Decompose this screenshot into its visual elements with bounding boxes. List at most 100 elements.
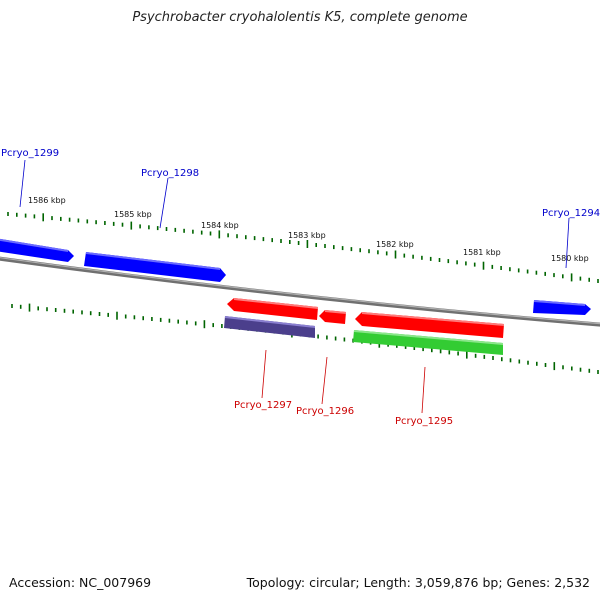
upper-tick-66 [588, 277, 590, 282]
feature-green-block[interactable] [353, 330, 503, 355]
lower-tick-62 [553, 362, 556, 371]
leader-pcryo-1299 [19, 159, 26, 208]
upper-tick-58 [517, 268, 520, 273]
upper-tick-12 [112, 221, 115, 226]
upper-tick-15 [139, 224, 141, 229]
upper-tick-57 [509, 267, 511, 272]
label-pcryo-1297[interactable]: Pcryo_1297 [234, 400, 292, 411]
genome-title: Psychrobacter cryohalolentis K5, complet… [132, 10, 468, 25]
upper-tick-47 [421, 255, 423, 260]
label-pcryo-1295[interactable]: Pcryo_1295 [395, 416, 453, 427]
upper-tick-38 [341, 246, 344, 251]
label-pcryo-1298[interactable]: Pcryo_1298 [141, 168, 199, 179]
lower-tick-47 [422, 347, 424, 352]
upper-tick-7 [68, 217, 71, 222]
upper-tick-60 [535, 270, 538, 275]
lower-tick-21 [194, 321, 197, 326]
upper-tick-0 [7, 212, 9, 216]
chromosome-backbone [0, 256, 600, 327]
feature-purple-block[interactable] [224, 316, 315, 338]
upper-tick-49 [438, 258, 441, 262]
scale-label-1581: 1581 kbp [463, 248, 501, 257]
lower-tick-64 [571, 366, 573, 371]
genome-summary-text: Topology: circular; Length: 3,059,876 bp… [246, 575, 590, 590]
lower-tick-10 [98, 312, 101, 316]
lower-tick-23 [212, 323, 214, 328]
upper-tick-29 [262, 237, 265, 242]
gene-pcryo-1298[interactable] [84, 252, 226, 282]
lower-tick-18 [168, 318, 171, 323]
lower-tick-13 [124, 314, 127, 319]
upper-tick-48 [429, 256, 432, 261]
upper-tick-21 [192, 229, 194, 234]
lower-tick-19 [177, 319, 179, 324]
upper-tick-30 [271, 238, 273, 243]
lower-tick-67 [597, 370, 599, 374]
lower-tick-3 [37, 306, 39, 311]
upper-tick-32 [289, 240, 291, 244]
lower-tick-0 [11, 304, 13, 308]
gene-pcryo-1297[interactable] [227, 298, 318, 320]
label-pcryo-1299[interactable]: Pcryo_1299 [1, 148, 59, 159]
upper-tick-31 [280, 239, 282, 243]
upper-tick-67 [597, 279, 599, 283]
lower-tick-20 [186, 320, 188, 325]
gene-pcryo-1295[interactable] [355, 312, 504, 338]
gene-pcryo-1296[interactable] [319, 310, 346, 324]
scale-label-1585: 1585 kbp [114, 210, 152, 219]
upper-tick-5 [51, 216, 53, 221]
lower-tick-44 [396, 343, 398, 348]
upper-tick-33 [297, 241, 300, 245]
lower-tick-49 [439, 349, 442, 354]
upper-tick-9 [86, 219, 89, 224]
lower-tick-60 [536, 361, 538, 366]
upper-tick-42 [377, 250, 379, 255]
upper-tick-41 [368, 249, 370, 254]
upper-tick-36 [324, 244, 326, 248]
upper-tick-16 [148, 225, 150, 230]
upper-tick-40 [359, 248, 361, 253]
lower-tick-66 [588, 368, 591, 373]
upper-tick-20 [183, 228, 185, 233]
lower-tick-35 [317, 334, 319, 339]
upper-tick-2 [24, 213, 27, 218]
upper-tick-3 [33, 214, 36, 219]
lower-tick-55 [492, 356, 494, 360]
lower-tick-2 [28, 303, 31, 312]
scale-label-1583: 1583 kbp [288, 231, 326, 240]
lower-tick-46 [413, 346, 416, 350]
upper-scale-ticks [7, 212, 599, 283]
upper-tick-62 [553, 273, 555, 278]
gene-pcryo-1294[interactable] [533, 300, 591, 315]
upper-tick-39 [350, 247, 353, 252]
scale-label-1580: 1580 kbp [551, 254, 589, 263]
leader-pcryo-1297 [261, 349, 267, 399]
lower-tick-36 [326, 335, 328, 340]
upper-tick-18 [165, 227, 168, 231]
upper-tick-37 [333, 245, 335, 250]
label-pcryo-1296[interactable]: Pcryo_1296 [296, 406, 354, 417]
lower-tick-45 [404, 344, 407, 349]
upper-tick-54 [482, 261, 485, 270]
lower-tick-53 [474, 353, 477, 358]
upper-tick-17 [156, 226, 159, 231]
chromosome-backbone-highlight [0, 257, 600, 325]
lower-tick-24 [221, 324, 223, 328]
upper-tick-14 [130, 221, 133, 230]
scale-label-1584: 1584 kbp [201, 221, 239, 230]
lower-tick-61 [544, 363, 547, 367]
upper-tick-10 [95, 220, 97, 225]
upper-tick-45 [403, 253, 406, 258]
upper-tick-8 [77, 218, 80, 223]
upper-tick-61 [544, 271, 546, 276]
upper-tick-28 [253, 236, 256, 241]
lower-tick-50 [448, 350, 451, 355]
gene-pcryo-1299[interactable] [0, 238, 74, 262]
lower-tick-51 [457, 351, 459, 356]
upper-tick-24 [218, 230, 221, 239]
label-pcryo-1294[interactable]: Pcryo_1294 [542, 208, 600, 219]
lower-tick-11 [107, 312, 109, 317]
lower-tick-56 [501, 357, 503, 362]
lower-tick-38 [343, 337, 346, 342]
